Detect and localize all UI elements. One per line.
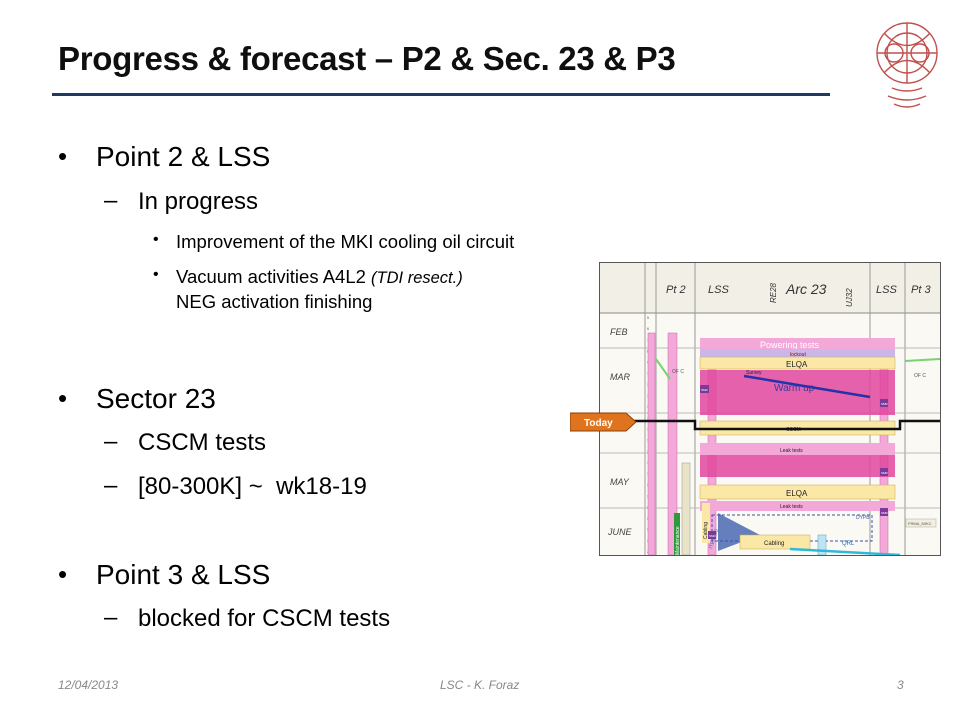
task-elqa: ELQA	[786, 360, 808, 369]
item-vacuum: Vacuum activities A4L2 (TDI resect.) NEG…	[176, 265, 463, 314]
bullet-dot: •	[58, 383, 68, 413]
task-lockout: lockout	[790, 352, 806, 358]
task-smr-b: SMR	[881, 402, 889, 406]
bullet-point-2: Point 2 & LSS	[96, 141, 271, 172]
cern-logo-icon	[876, 22, 938, 108]
item-vacuum-text: Vacuum activities A4L2	[176, 266, 366, 287]
item-dot: •	[153, 231, 159, 248]
sub-dash: –	[104, 604, 118, 631]
month-feb: FEB	[610, 327, 628, 337]
schedule-gantt-image: Pt 2 LSS RE28 Arc 23 UJ32 LSS Pt 3 FEB M…	[599, 262, 941, 556]
task-dypb: DYPB	[856, 515, 870, 521]
bullet-sector-23: Sector 23	[96, 383, 216, 414]
week-number: 6	[647, 327, 649, 331]
sub-blocked: blocked for CSCM tests	[138, 605, 391, 632]
task-qrl: QRL	[842, 541, 855, 547]
col-lss-right: LSS	[876, 284, 897, 296]
task-powering: Powering tests	[760, 340, 820, 350]
footer-author: LSC - K. Foraz	[440, 678, 520, 692]
task-smr-e: SMR	[709, 534, 717, 538]
col-arc23: Arc 23	[785, 281, 827, 297]
bullet-point-3: Point 3 & LSS	[96, 559, 271, 590]
bullet-dot: •	[58, 559, 68, 589]
col-pt2: Pt 2	[666, 284, 686, 296]
sub-range: [80-300K] ~ wk18-19	[138, 473, 367, 500]
item-vacuum-line2: NEG activation finishing	[176, 291, 373, 312]
month-may: MAY	[610, 477, 630, 487]
task-frma: FRMA_MIKC	[908, 521, 932, 526]
month-mar: MAR	[610, 372, 631, 382]
today-marker: Today	[570, 412, 636, 432]
col-pt3: Pt 3	[911, 284, 931, 296]
task-cabling: Cabling	[764, 541, 784, 547]
sub-dash: –	[104, 472, 118, 499]
month-june: JUNE	[607, 527, 632, 537]
col-uj32: UJ32	[845, 288, 854, 307]
today-label: Today	[584, 418, 613, 429]
task-maintenance: Maintenance	[675, 526, 681, 555]
item-dot: •	[153, 266, 159, 283]
footer-page-number: 3	[897, 678, 904, 692]
title-underline	[52, 93, 830, 96]
bullet-dot: •	[58, 141, 68, 171]
task-ofc-right: OF C	[914, 373, 926, 379]
slide-title: Progress & forecast – P2 & Sec. 23 & P3	[58, 40, 676, 77]
task-leak2: Leak tests	[780, 504, 803, 510]
sub-in-progress: In progress	[138, 188, 259, 215]
task-survey: Survey	[746, 370, 762, 376]
week-number: 5	[647, 316, 649, 320]
sub-dash: –	[104, 428, 118, 455]
task-smr-d: SMR	[881, 511, 889, 515]
task-leak1: Leak tests	[780, 448, 803, 454]
sub-dash: –	[104, 187, 118, 214]
task-cabling-vertical: Cabling	[703, 522, 709, 539]
task-elqa2: ELQA	[786, 489, 808, 498]
sub-cscm-tests: CSCM tests	[138, 429, 267, 456]
item-mki: Improvement of the MKI cooling oil circu…	[176, 231, 515, 252]
task-ofc-left: OF C	[672, 369, 684, 375]
task-smr-c: SMR	[881, 471, 889, 475]
col-lss: LSS	[708, 284, 729, 296]
task-warmup: Warm up	[774, 383, 815, 394]
item-vacuum-note: (TDI resect.)	[371, 269, 463, 287]
task-smr-a: SMR	[701, 388, 709, 392]
footer-date: 12/04/2013	[58, 678, 119, 692]
col-re28: RE28	[769, 282, 778, 303]
